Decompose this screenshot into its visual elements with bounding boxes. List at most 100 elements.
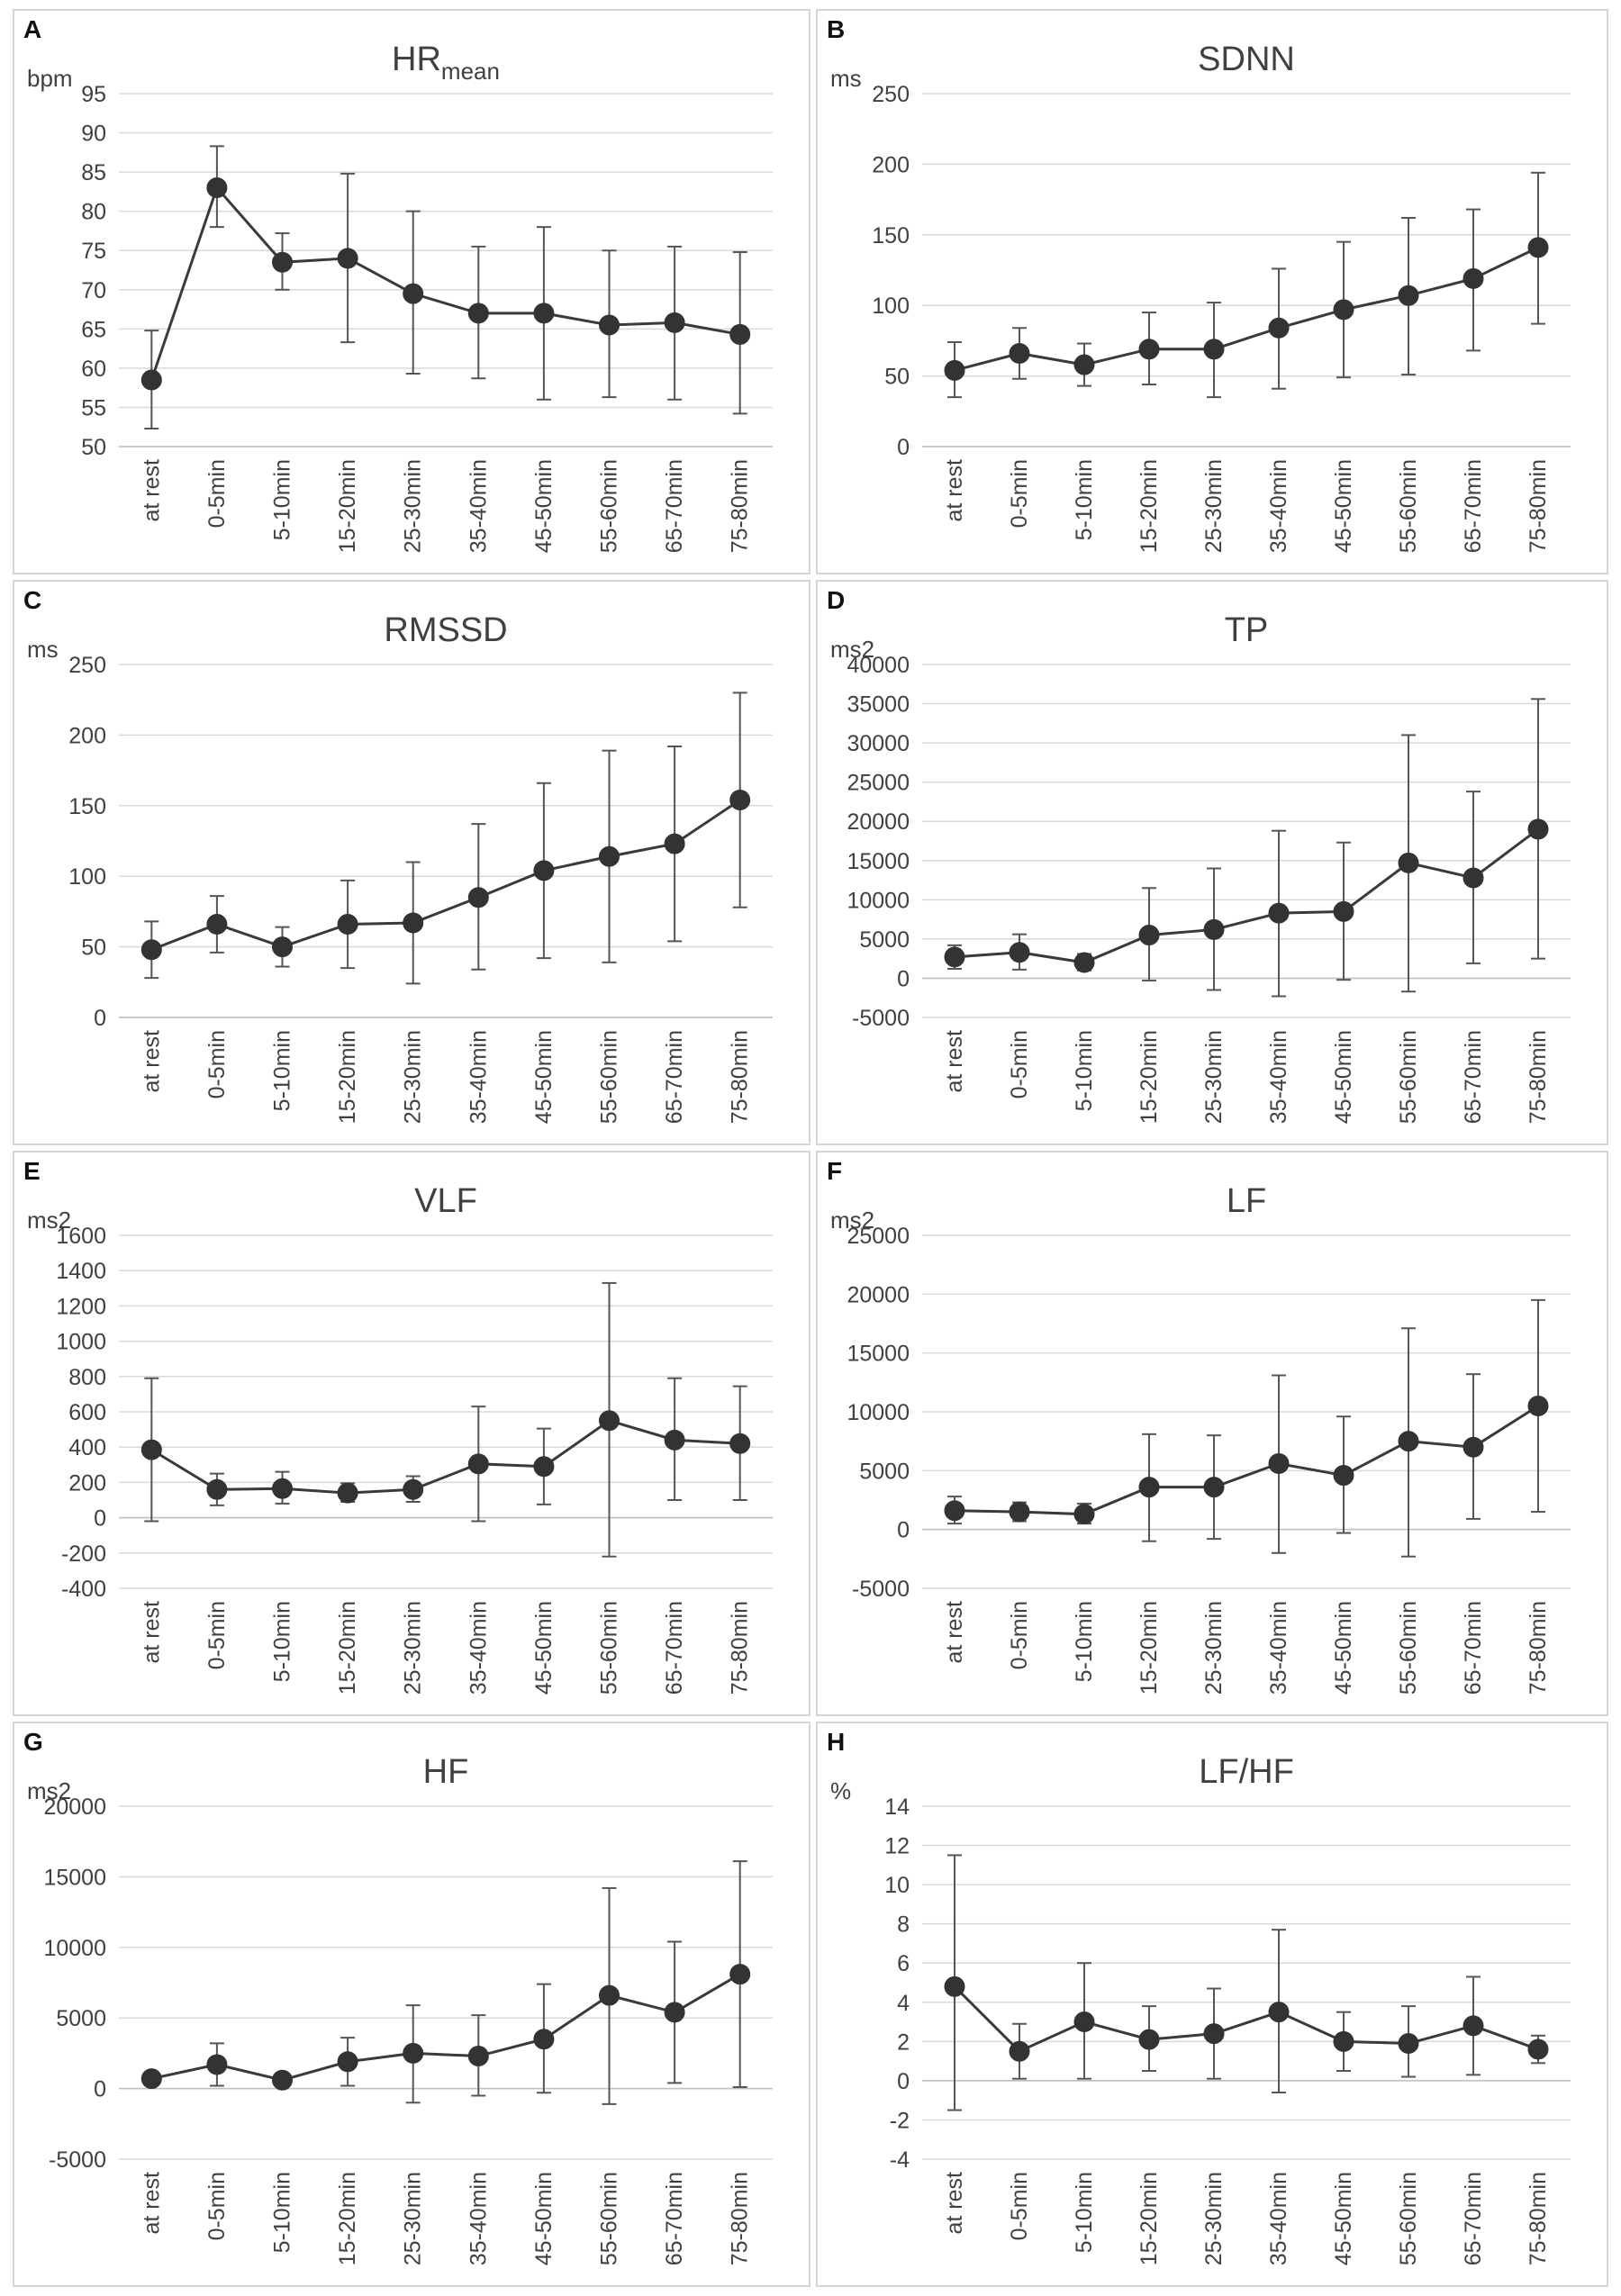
error-bars [947,1298,1545,1558]
chart-title-main: LF/HF [1199,1753,1294,1791]
y-tick-label: 0 [94,1506,106,1532]
y-tick-label: 1200 [56,1294,106,1319]
x-tick-label: 5-10min [270,1601,295,1682]
data-point [599,314,620,336]
data-point [272,251,293,273]
x-tick-label: 65-70min [1461,459,1486,553]
y-tick-label: 0 [94,1006,106,1031]
panel-letter: G [23,1728,43,1756]
chart-svg: C RMSSD ms 0 50 100 150 200 250 at rest 0-5min 5-10… [23,586,773,1124]
y-tick-label: 20000 [847,1282,910,1307]
x-tick-labels: at rest 0-5min 5-10min 15-20min 25-30min 35-4… [139,1601,752,1695]
y-tick-label: 150 [68,794,106,819]
data-point [337,2051,358,2073]
data-point [1203,2023,1225,2045]
x-tick-label: 25-30min [1201,1030,1227,1124]
y-tick-label: 6 [897,1951,910,1976]
data-point [599,1410,620,1432]
panel-g: G HF ms2 -5000 0 5000 10000 15000 20000 at rest 0-… [13,1722,810,2287]
x-tick-label: 65-70min [662,459,687,553]
x-tick-label: 45-50min [531,1030,557,1124]
x-tick-label: at rest [942,1030,967,1093]
x-tick-label: 45-50min [1331,2172,1356,2265]
panel-letter: D [827,586,845,614]
y-tick-labels: 0 50 100 150 200 250 [68,653,106,1031]
y-tick-label: 0 [897,1518,910,1543]
panel-f: F LF ms2 -5000 0 5000 10000 15000 20000 25000 at r… [816,1151,1608,1716]
x-tick-label: 0-5min [1007,2172,1032,2240]
series-line [954,246,1539,372]
chart-svg: E VLF ms2 -400 -200 0 200 400 600 800 1000 1200 1400… [23,1157,773,1695]
data-point [1398,852,1419,873]
x-tick-label: 25-30min [1201,459,1227,553]
y-tick-label: 25000 [847,771,910,796]
y-tick-label: 150 [872,223,910,249]
data-point [1138,2029,1160,2050]
y-tick-label: 40000 [847,653,910,678]
y-tick-label: 2 [897,2029,910,2055]
data-point [1268,2002,1290,2023]
y-tick-labels: 0 50 100 150 200 250 [872,82,910,460]
data-points [944,818,1549,973]
y-tick-label: 15000 [43,1865,106,1890]
x-tick-label: 45-50min [1331,1601,1356,1695]
y-tick-label: 95 [81,82,106,107]
x-tick-label: 5-10min [1072,1030,1097,1111]
x-tick-label: 55-60min [1396,1601,1421,1695]
panel-d: D TP ms2 -5000 0 5000 10000 15000 20000 25000 3000… [816,580,1608,1145]
data-point [467,2046,489,2067]
panel-e: E VLF ms2 -400 -200 0 200 400 600 800 1000 1200 1400… [13,1151,810,1716]
data-point [1268,902,1290,924]
series-line [953,1985,1539,2054]
error-bars [144,692,747,985]
data-points [944,1975,1549,2062]
data-point [729,1433,751,1454]
data-point [729,1964,751,1985]
x-tick-labels: at rest 0-5min 5-10min 15-20min 25-30min 35-4… [942,459,1551,553]
x-tick-label: at rest [139,1601,164,1664]
y-tick-label: 30000 [847,731,910,756]
x-tick-label: 65-70min [662,1030,687,1124]
chart-title: HRmean [392,41,500,85]
y-tick-label: 200 [68,723,106,748]
data-point [1073,952,1095,973]
y-tick-label: 200 [872,152,910,177]
series-line [954,1405,1539,1516]
chart-title: TP [1225,611,1269,649]
x-tick-label: 55-60min [1396,459,1421,553]
y-axis-unit: ms2 [830,1207,874,1234]
y-tick-label: 100 [872,294,910,319]
y-tick-label: 25000 [847,1224,910,1249]
x-tick-label: at rest [942,1601,967,1664]
data-point [599,1984,620,2006]
x-tick-label: 75-80min [1526,1030,1551,1124]
x-tick-label: 75-80min [728,1601,753,1695]
x-tick-label: 5-10min [1072,1601,1097,1682]
x-tick-label: 5-10min [270,2172,295,2253]
y-tick-label: 20000 [43,1794,106,1820]
error-bars [947,1854,1545,2111]
series-line [150,799,741,952]
x-tick-label: 75-80min [1526,1601,1551,1695]
data-points [944,237,1549,381]
y-tick-label: 0 [94,2077,106,2102]
chart-svg: F LF ms2 -5000 0 5000 10000 15000 20000 25000 at r… [827,1157,1571,1695]
y-tick-label: 85 [81,160,106,185]
y-tick-label: 200 [68,1470,106,1496]
x-tick-label: 5-10min [1072,2172,1097,2253]
y-tick-label: -200 [61,1541,106,1567]
x-tick-labels: at rest 0-5min 5-10min 15-20min 25-30min 35-4… [139,459,752,553]
data-point [729,790,751,811]
y-tick-label: -5000 [852,1006,910,1031]
y-tick-label: -4 [890,2147,910,2173]
data-point [1073,2011,1095,2033]
data-point [944,1500,965,1522]
x-tick-label: 15-20min [1137,459,1162,553]
data-point [1398,285,1419,306]
y-tick-label: 10000 [43,1936,106,1961]
y-tick-label: 1000 [56,1330,106,1355]
x-tick-labels: at rest 0-5min 5-10min 15-20min 25-30min 35-4… [942,2172,1551,2265]
x-tick-label: 55-60min [597,1030,622,1124]
chart-title-main: HR [392,41,441,78]
data-point [337,1482,358,1504]
